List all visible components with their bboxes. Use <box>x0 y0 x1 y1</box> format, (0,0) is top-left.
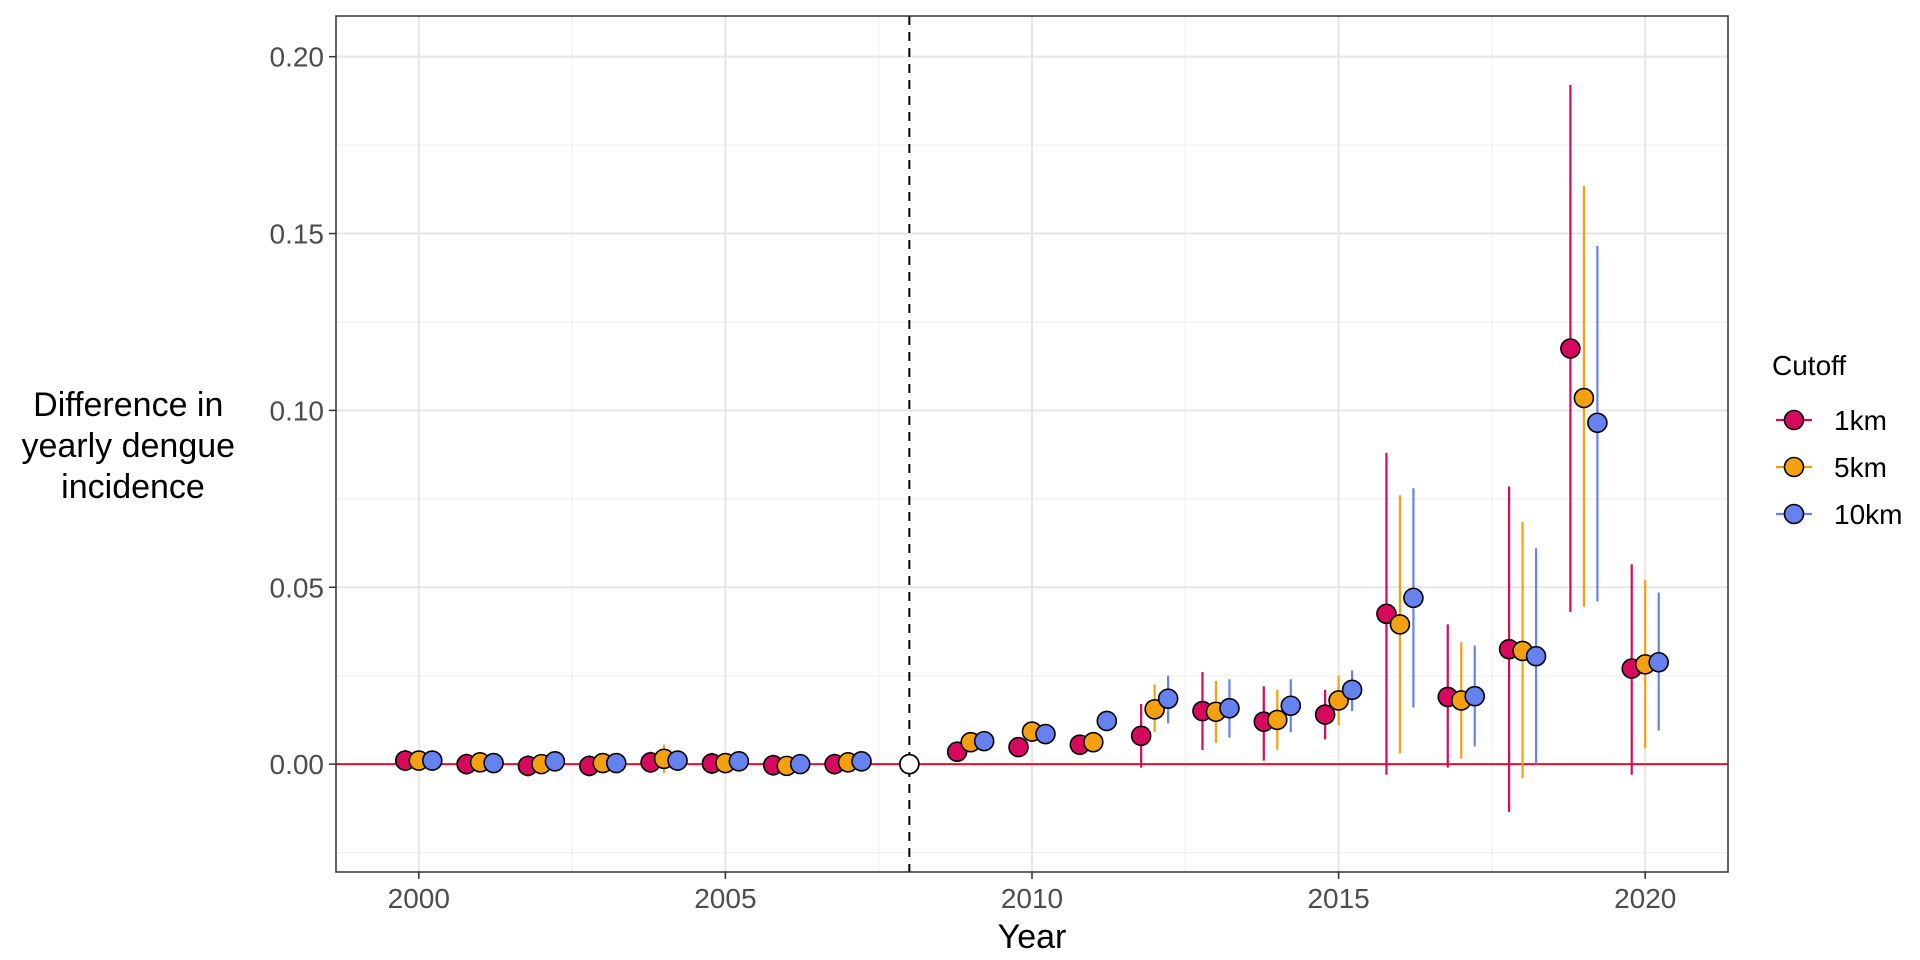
x-axis-title: Year <box>998 918 1067 956</box>
y-axis-title-line-1: Difference in <box>33 386 223 424</box>
point-1km-2012 <box>1130 725 1152 747</box>
x-tick-label: 2005 <box>694 883 756 914</box>
series-10km <box>421 245 1670 775</box>
point-10km-2020 <box>1648 651 1670 673</box>
point-10km-2002 <box>544 750 566 772</box>
point-10km-2018 <box>1525 645 1547 667</box>
legend-key-point-5km <box>1783 456 1805 478</box>
point-1km-2010 <box>1008 736 1029 758</box>
point-1km-2016 <box>1376 603 1397 625</box>
x-tick-label: 2000 <box>388 883 450 914</box>
point-1km-2015 <box>1314 704 1336 725</box>
point-10km-2009 <box>973 730 995 752</box>
legend-label-1km: 1km <box>1834 405 1887 436</box>
point-5km-2015 <box>1328 690 1349 711</box>
legend: Cutoff 1km 5km 10km <box>1772 350 1902 530</box>
point-10km-2017 <box>1464 685 1486 707</box>
legend-label-5km: 5km <box>1834 452 1887 483</box>
legend-key-point-10km <box>1783 503 1805 525</box>
point-10km-2012 <box>1157 688 1179 709</box>
point-10km-2011 <box>1096 710 1118 732</box>
point-5km-2014 <box>1266 709 1288 731</box>
y-axis-title-line-2: yearly dengue <box>21 427 235 465</box>
y-tick-label: 0.10 <box>270 395 325 426</box>
point-10km-2000 <box>421 750 443 771</box>
x-tick-label: 2010 <box>1001 883 1063 914</box>
y-tick-label: 0.00 <box>270 749 325 780</box>
point-10km-2016 <box>1403 587 1424 609</box>
y-tick-label: 0.15 <box>270 219 325 250</box>
point-1km-2019 <box>1560 338 1581 359</box>
point-5km-2016 <box>1389 614 1411 635</box>
point-10km-2007 <box>851 750 872 772</box>
y-axis-title: Difference in yearly dengue incidence <box>21 386 244 506</box>
point-10km-2010 <box>1035 723 1056 745</box>
x-axis-ticks: 2000 2005 2010 2015 2020 <box>388 872 1676 914</box>
legend-label-10km: 10km <box>1834 499 1902 530</box>
point-10km-2001 <box>483 752 504 774</box>
point-10km-2003 <box>605 752 627 774</box>
point-10km-2015 <box>1341 679 1363 701</box>
y-axis-ticks: 0.00 0.05 0.10 0.15 0.20 <box>270 42 336 780</box>
y-tick-label: 0.05 <box>270 572 325 603</box>
legend-key-point-1km <box>1783 409 1805 431</box>
reference-lines <box>336 16 1728 872</box>
x-tick-label: 2015 <box>1307 883 1369 914</box>
point-5km-2019 <box>1573 387 1595 409</box>
point-10km-2005 <box>728 750 750 772</box>
y-tick-label: 0.20 <box>270 42 325 73</box>
series-layer <box>394 84 1670 812</box>
point-5km-2012 <box>1144 698 1165 720</box>
reference-year-point <box>898 753 920 775</box>
point-10km-2019 <box>1587 412 1608 434</box>
point-10km-2014 <box>1280 695 1302 717</box>
y-axis-title-line-3: incidence <box>61 468 205 506</box>
point-5km-2011 <box>1083 731 1104 753</box>
x-tick-label: 2020 <box>1614 883 1676 914</box>
point-10km-2006 <box>789 753 811 775</box>
point-10km-2004 <box>667 750 688 771</box>
point-10km-2013 <box>1219 697 1240 719</box>
legend-title: Cutoff <box>1772 350 1846 381</box>
